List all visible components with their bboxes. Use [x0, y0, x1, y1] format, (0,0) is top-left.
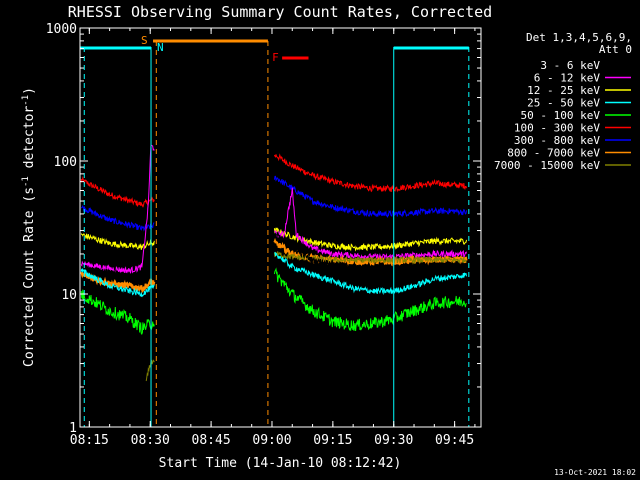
series-line-5-seg-0	[80, 175, 155, 208]
chart-axis-layer: 08:15 08:30 08:45 09:00 09:15 09:30 09:45 1 10 10…	[46, 22, 481, 448]
series-line-5-seg-1	[273, 153, 467, 193]
chart-annotation-layer: SN F	[80, 34, 470, 427]
y-axis-label-mid: detector	[22, 106, 37, 177]
series-line-2-seg-0	[80, 233, 155, 250]
legend-label-1: 6 - 12 keV	[534, 72, 601, 85]
legend-label-6: 300 - 800 keV	[514, 134, 600, 147]
y-axis-label-end: )	[22, 87, 37, 95]
legend-label-7: 800 - 7000 keV	[507, 147, 600, 160]
series-line-0-seg-1	[274, 231, 467, 274]
legend-label-4: 50 - 100 keV	[521, 109, 601, 122]
plot-timestamp: 13-Oct-2021 18:02	[554, 468, 636, 477]
legend-label-0: 3 - 6 keV	[540, 59, 600, 72]
y-tick-label-3: 1000	[46, 22, 77, 37]
series-line-6-seg-0	[80, 204, 155, 232]
series-line-1-seg-1	[274, 187, 467, 262]
x-tick-label-3: 09:00	[252, 433, 291, 448]
legend-header-line-2: Att 0	[599, 43, 632, 56]
legend-header-line-1: Det 1,3,4,5,6,9,	[526, 31, 632, 44]
x-tick-label-5: 09:30	[374, 433, 413, 448]
series-line-1-seg-0	[80, 144, 155, 274]
series-line-7-seg-0	[80, 270, 156, 294]
x-tick-label-4: 09:15	[313, 433, 352, 448]
x-axis-label: Start Time (14-Jan-10 08:12:42)	[159, 456, 402, 471]
saa-label: S	[141, 34, 148, 47]
x-tick-label-0: 08:15	[70, 433, 109, 448]
chart-data-layer	[80, 144, 468, 382]
legend-label-5: 100 - 300 keV	[514, 122, 600, 135]
y-tick-label-0: 1	[69, 421, 77, 436]
x-tick-label-1: 08:30	[131, 433, 170, 448]
x-tick-label-6: 09:45	[435, 433, 474, 448]
legend-label-3: 25 - 50 keV	[527, 97, 600, 110]
series-line-8-seg-0	[145, 359, 155, 382]
legend-label-2: 12 - 25 keV	[527, 84, 600, 97]
legend-label-8: 7000 - 15000 keV	[494, 159, 600, 172]
chart-title: RHESSI Observing Summary Count Rates, Co…	[68, 3, 492, 21]
series-line-6-seg-1	[273, 175, 467, 218]
plot-frame	[79, 27, 482, 428]
y-tick-label-2: 100	[54, 155, 77, 170]
series-line-2-seg-1	[273, 227, 467, 252]
series-line-4-seg-0	[80, 289, 155, 335]
series-line-0-seg-0	[80, 264, 155, 283]
y-axis-label-sup2: -1	[21, 95, 31, 106]
series-line-3-seg-1	[274, 251, 467, 296]
y-axis-label-main: Corrected Count Rate (s	[22, 187, 37, 367]
series-line-4-seg-1	[273, 267, 467, 331]
x-tick-label-2: 08:45	[192, 433, 231, 448]
night-label: N	[157, 41, 164, 54]
y-tick-label-1: 10	[61, 288, 77, 303]
flare-label: F	[272, 51, 279, 64]
series-line-3-seg-0	[80, 267, 155, 298]
series-line-7-seg-1	[273, 237, 468, 268]
y-axis-label: Corrected Count Rate (s-1 detector-1)	[21, 87, 37, 367]
y-axis-label-sup1: -1	[21, 176, 31, 187]
